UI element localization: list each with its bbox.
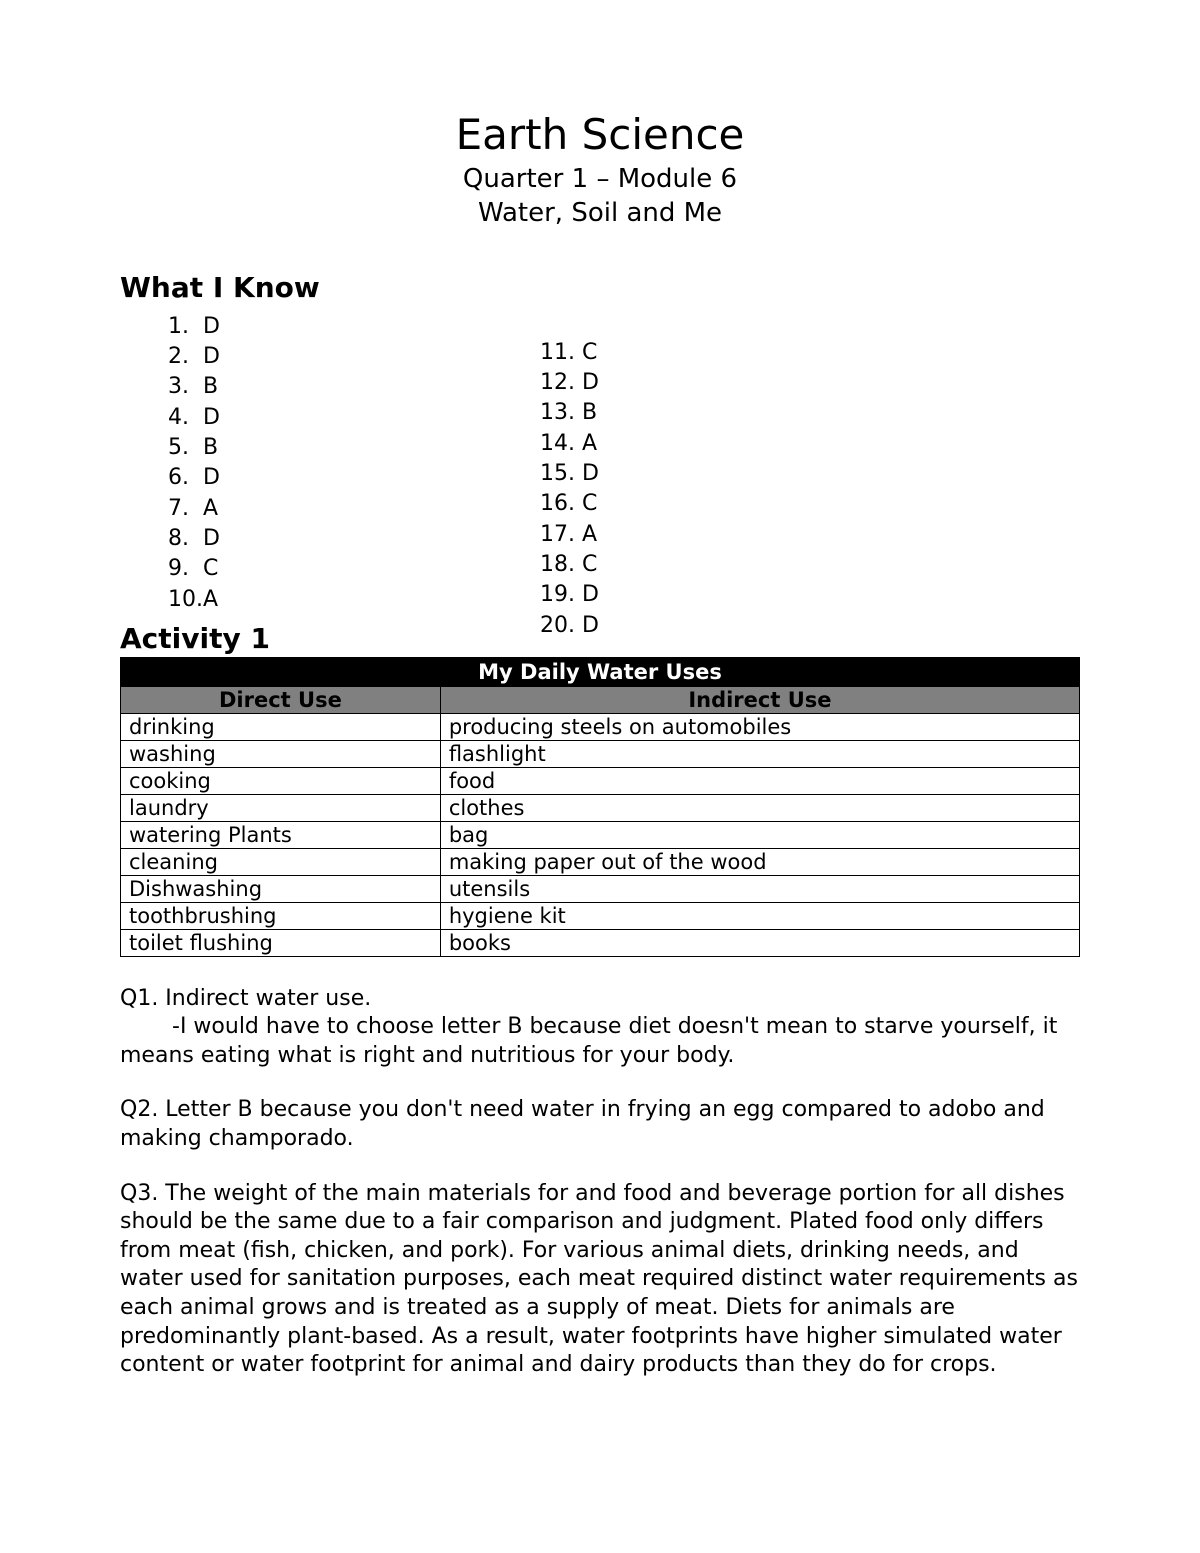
table-title: My Daily Water Uses <box>121 657 1080 686</box>
page-subtitle-2: Water, Soil and Me <box>120 197 1080 231</box>
col-header-indirect: Indirect Use <box>440 686 1079 713</box>
answer-item: 10.A <box>168 585 220 615</box>
document-page: Earth Science Quarter 1 – Module 6 Water… <box>0 0 1200 1553</box>
cell-direct-use: toilet flushing <box>121 929 441 956</box>
q1-paragraph: Q1. Indirect water use. -I would have to… <box>120 985 1080 1071</box>
col-header-direct: Direct Use <box>121 686 441 713</box>
answer-item: 1. D <box>168 312 220 342</box>
answer-item: 15. D <box>540 459 599 489</box>
answer-item: 2. D <box>168 342 220 372</box>
answers-column-right: 11. C12. D13. B14. A15. D16. C17. A18. C… <box>540 338 599 642</box>
answers-column-left: 1. D2. D3. B4. D5. B6. D7. A8. D9. C10.A <box>168 312 220 616</box>
cell-direct-use: drinking <box>121 713 441 740</box>
water-uses-table: My Daily Water Uses Direct Use Indirect … <box>120 657 1080 957</box>
cell-direct-use: toothbrushing <box>121 902 441 929</box>
answer-item: 18. C <box>540 550 599 580</box>
answer-item: 8. D <box>168 524 220 554</box>
cell-direct-use: laundry <box>121 794 441 821</box>
cell-direct-use: washing <box>121 740 441 767</box>
q1-line2: -I would have to choose letter B because… <box>120 1014 1057 1068</box>
table-row: laundryclothes <box>121 794 1080 821</box>
answer-item: 17. A <box>540 520 599 550</box>
q1-line1: Q1. Indirect water use. <box>120 986 371 1011</box>
answer-item: 11. C <box>540 338 599 368</box>
answer-item: 7. A <box>168 494 220 524</box>
cell-indirect-use: flashlight <box>440 740 1079 767</box>
answer-item: 16. C <box>540 489 599 519</box>
what-i-know-heading: What I Know <box>120 271 1080 304</box>
table-row: watering Plantsbag <box>121 821 1080 848</box>
q2-paragraph: Q2. Letter B because you don't need wate… <box>120 1096 1080 1153</box>
cell-indirect-use: hygiene kit <box>440 902 1079 929</box>
table-row: toilet flushingbooks <box>121 929 1080 956</box>
cell-direct-use: Dishwashing <box>121 875 441 902</box>
activity-1-heading: Activity 1 <box>120 622 1080 655</box>
page-title: Earth Science <box>120 110 1080 159</box>
answers-container: 1. D2. D3. B4. D5. B6. D7. A8. D9. C10.A… <box>120 312 1080 622</box>
answer-item: 19. D <box>540 580 599 610</box>
table-row: Dishwashingutensils <box>121 875 1080 902</box>
cell-direct-use: watering Plants <box>121 821 441 848</box>
table-row: toothbrushinghygiene kit <box>121 902 1080 929</box>
answer-item: 20. D <box>540 611 599 641</box>
q3-paragraph: Q3. The weight of the main materials for… <box>120 1180 1080 1380</box>
cell-indirect-use: making paper out of the wood <box>440 848 1079 875</box>
answer-item: 4. D <box>168 403 220 433</box>
cell-indirect-use: clothes <box>440 794 1079 821</box>
table-row: cookingfood <box>121 767 1080 794</box>
cell-direct-use: cleaning <box>121 848 441 875</box>
answer-item: 6. D <box>168 463 220 493</box>
answer-item: 9. C <box>168 554 220 584</box>
answer-item: 12. D <box>540 368 599 398</box>
table-row: washingflashlight <box>121 740 1080 767</box>
cell-indirect-use: books <box>440 929 1079 956</box>
page-subtitle-1: Quarter 1 – Module 6 <box>120 163 1080 197</box>
cell-indirect-use: bag <box>440 821 1079 848</box>
cell-indirect-use: producing steels on automobiles <box>440 713 1079 740</box>
qa-block: Q1. Indirect water use. -I would have to… <box>120 985 1080 1380</box>
table-row: cleaningmaking paper out of the wood <box>121 848 1080 875</box>
cell-direct-use: cooking <box>121 767 441 794</box>
answer-item: 3. B <box>168 372 220 402</box>
table-row: drinkingproducing steels on automobiles <box>121 713 1080 740</box>
cell-indirect-use: food <box>440 767 1079 794</box>
answer-item: 5. B <box>168 433 220 463</box>
cell-indirect-use: utensils <box>440 875 1079 902</box>
answer-item: 13. B <box>540 398 599 428</box>
answer-item: 14. A <box>540 429 599 459</box>
